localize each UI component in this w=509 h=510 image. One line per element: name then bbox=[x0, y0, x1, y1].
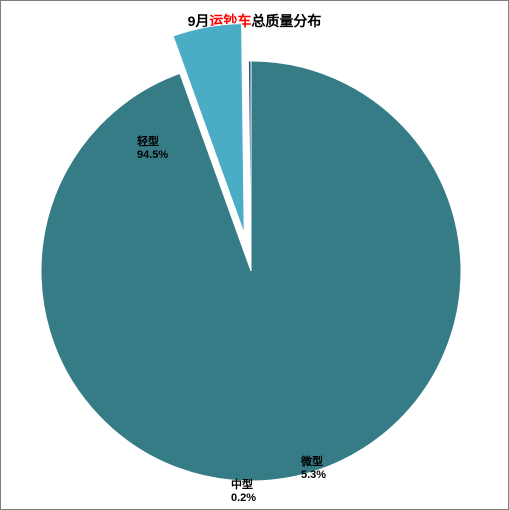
slice-name: 微型 bbox=[301, 456, 326, 469]
slice-pct: 0.2% bbox=[231, 492, 256, 505]
slice-pct: 94.5% bbox=[137, 149, 168, 162]
slice-label: 微型5.3% bbox=[301, 456, 326, 482]
pie-svg bbox=[1, 1, 509, 510]
slice-label: 轻型94.5% bbox=[137, 136, 168, 162]
pie-slice bbox=[248, 61, 251, 271]
slice-name: 中型 bbox=[231, 479, 256, 492]
slice-label: 中型0.2% bbox=[231, 479, 256, 505]
slice-name: 轻型 bbox=[137, 136, 168, 149]
slice-pct: 5.3% bbox=[301, 469, 326, 482]
pie-chart: 9月运钞车总质量分布 轻型94.5%微型5.3%中型0.2% bbox=[0, 0, 509, 510]
